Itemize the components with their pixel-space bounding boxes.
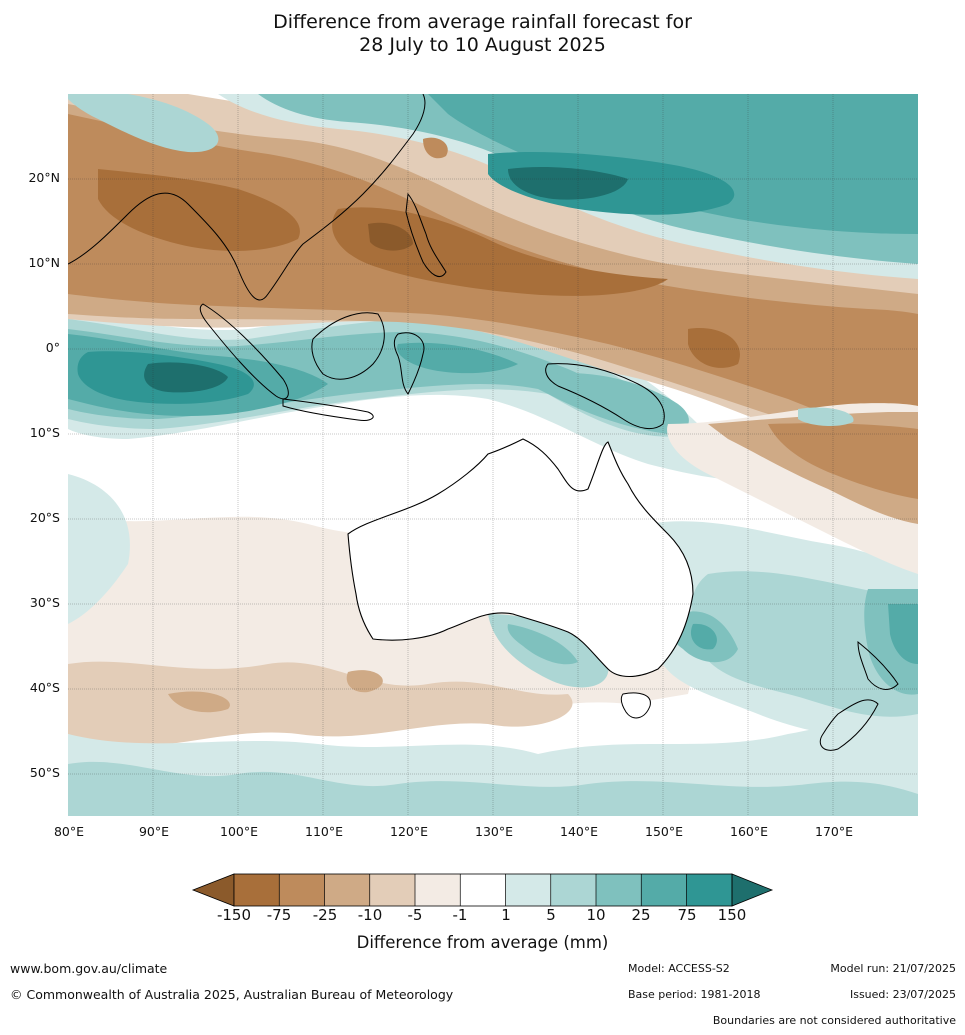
nw-pacific-wet-75	[428, 94, 918, 234]
map-svg	[68, 94, 918, 816]
colorbar-tick-minus-1: -1	[452, 906, 468, 924]
colorbar-swatch-wet-75	[641, 874, 687, 906]
lon-label-160e: 160°E	[729, 824, 769, 839]
china-sea-dry-patch	[423, 137, 448, 159]
colorbar-dividers	[278, 874, 687, 906]
lon-label-80e: 80°E	[53, 824, 85, 839]
new-guinea-wet	[543, 373, 689, 434]
victoria-wet-25	[507, 624, 578, 665]
colorbar-tick-5: 5	[546, 906, 556, 924]
colorbar-swatch-dry-5	[415, 874, 461, 906]
southern-dry-patch-25	[168, 670, 383, 713]
colorbar-tick-minus-5: -5	[407, 906, 423, 924]
colorbar-tick-minus-25: -25	[312, 906, 338, 924]
java-coastline	[282, 398, 374, 421]
model-run-date: Model run: 21/07/2025	[830, 962, 956, 975]
philippines-coastline	[405, 192, 447, 277]
south-pacific-dry-75	[768, 423, 918, 499]
boundaries-disclaimer: Boundaries are not considered authoritat…	[712, 1014, 956, 1027]
tasmania-coastline	[620, 692, 651, 719]
colorbar-swatch-dry-25	[324, 874, 370, 906]
colorbar-tick-minus-10: -10	[357, 906, 383, 924]
lon-label-90e: 90°E	[138, 824, 170, 839]
southern-west-wet-patch	[68, 474, 130, 624]
indochina-wet-patch	[68, 94, 219, 153]
nw-pacific-wet-extreme	[508, 167, 628, 200]
lon-label-130e: 130°E	[474, 824, 514, 839]
colorbar-title: Difference from average (mm)	[356, 933, 609, 952]
lon-label-140e: 140°E	[559, 824, 599, 839]
issued-date: Issued: 23/07/2025	[849, 988, 956, 1001]
map-title-line-2: 28 July to 10 August 2025	[359, 34, 606, 56]
colorbar-tick-minus-75: -75	[266, 906, 292, 924]
colorbar-swatch-dry-150	[234, 874, 280, 906]
lat-label-0: 0°	[45, 340, 60, 355]
colorbar-outline	[233, 873, 733, 907]
borneo-coastline	[311, 312, 385, 380]
lon-label-120e: 120°E	[389, 824, 429, 839]
map-title-line-1: Difference from average rainfall forecas…	[273, 11, 692, 33]
colorbar-tick-minus-150: -150	[216, 906, 252, 924]
colorbar-swatch-dry-75	[279, 874, 325, 906]
graticule	[68, 94, 918, 816]
colorbar-swatch-neutral	[460, 874, 506, 906]
colorbar-swatch-dry-10	[369, 874, 415, 906]
lon-label-170e: 170°E	[814, 824, 854, 839]
australia-coastline	[347, 438, 694, 678]
equatorial-wet-extreme	[144, 362, 228, 393]
tasman-wet-75	[690, 604, 918, 664]
colorbar-tick-10: 10	[586, 906, 606, 924]
southern-dry-band-10	[68, 661, 573, 747]
colorbar-swatch-wet-25	[596, 874, 642, 906]
rainfall-anomaly-map	[68, 94, 918, 816]
colorbar-tick-75: 75	[677, 906, 697, 924]
colorbar-swatch-wet-5	[505, 874, 551, 906]
lon-label-150e: 150°E	[644, 824, 684, 839]
colorbar-swatch-wet-10	[550, 874, 596, 906]
tasman-wet-25	[670, 589, 918, 695]
new-guinea-coastline	[545, 363, 665, 430]
colorbar-wet-extension	[731, 873, 774, 907]
lat-label-10n: 10°N	[28, 255, 60, 270]
colorbar-dry-extension	[191, 873, 235, 907]
base-period: Base period: 1981-2018	[628, 988, 761, 1001]
colorbar-tick-25: 25	[631, 906, 651, 924]
copyright-text: © Commonwealth of Australia 2025, Austra…	[10, 987, 454, 1002]
lat-label-40s: 40°S	[29, 680, 60, 695]
website-link[interactable]: www.bom.gov.au/climate	[10, 961, 168, 976]
lat-label-20s: 20°S	[29, 510, 60, 525]
colorbar-tick-150: 150	[717, 906, 747, 924]
lon-label-100e: 100°E	[219, 824, 259, 839]
lat-label-10s: 10°S	[29, 425, 60, 440]
sumatra-coastline	[199, 303, 289, 400]
asia-mainland-coastline	[68, 94, 426, 301]
colorbar-swatch-wet-150	[686, 874, 732, 906]
model-name: Model: ACCESS-S2	[628, 962, 730, 975]
northern-dry-extreme	[368, 222, 413, 251]
northern-dry-150	[98, 169, 740, 368]
lat-label-50s: 50°S	[29, 765, 60, 780]
colorbar-tick-1: 1	[501, 906, 511, 924]
coral-sea-wet-patch	[798, 407, 854, 426]
lon-label-110e: 110°E	[304, 824, 344, 839]
lat-label-20n: 20°N	[28, 170, 60, 185]
lat-label-30s: 30°S	[29, 595, 60, 610]
